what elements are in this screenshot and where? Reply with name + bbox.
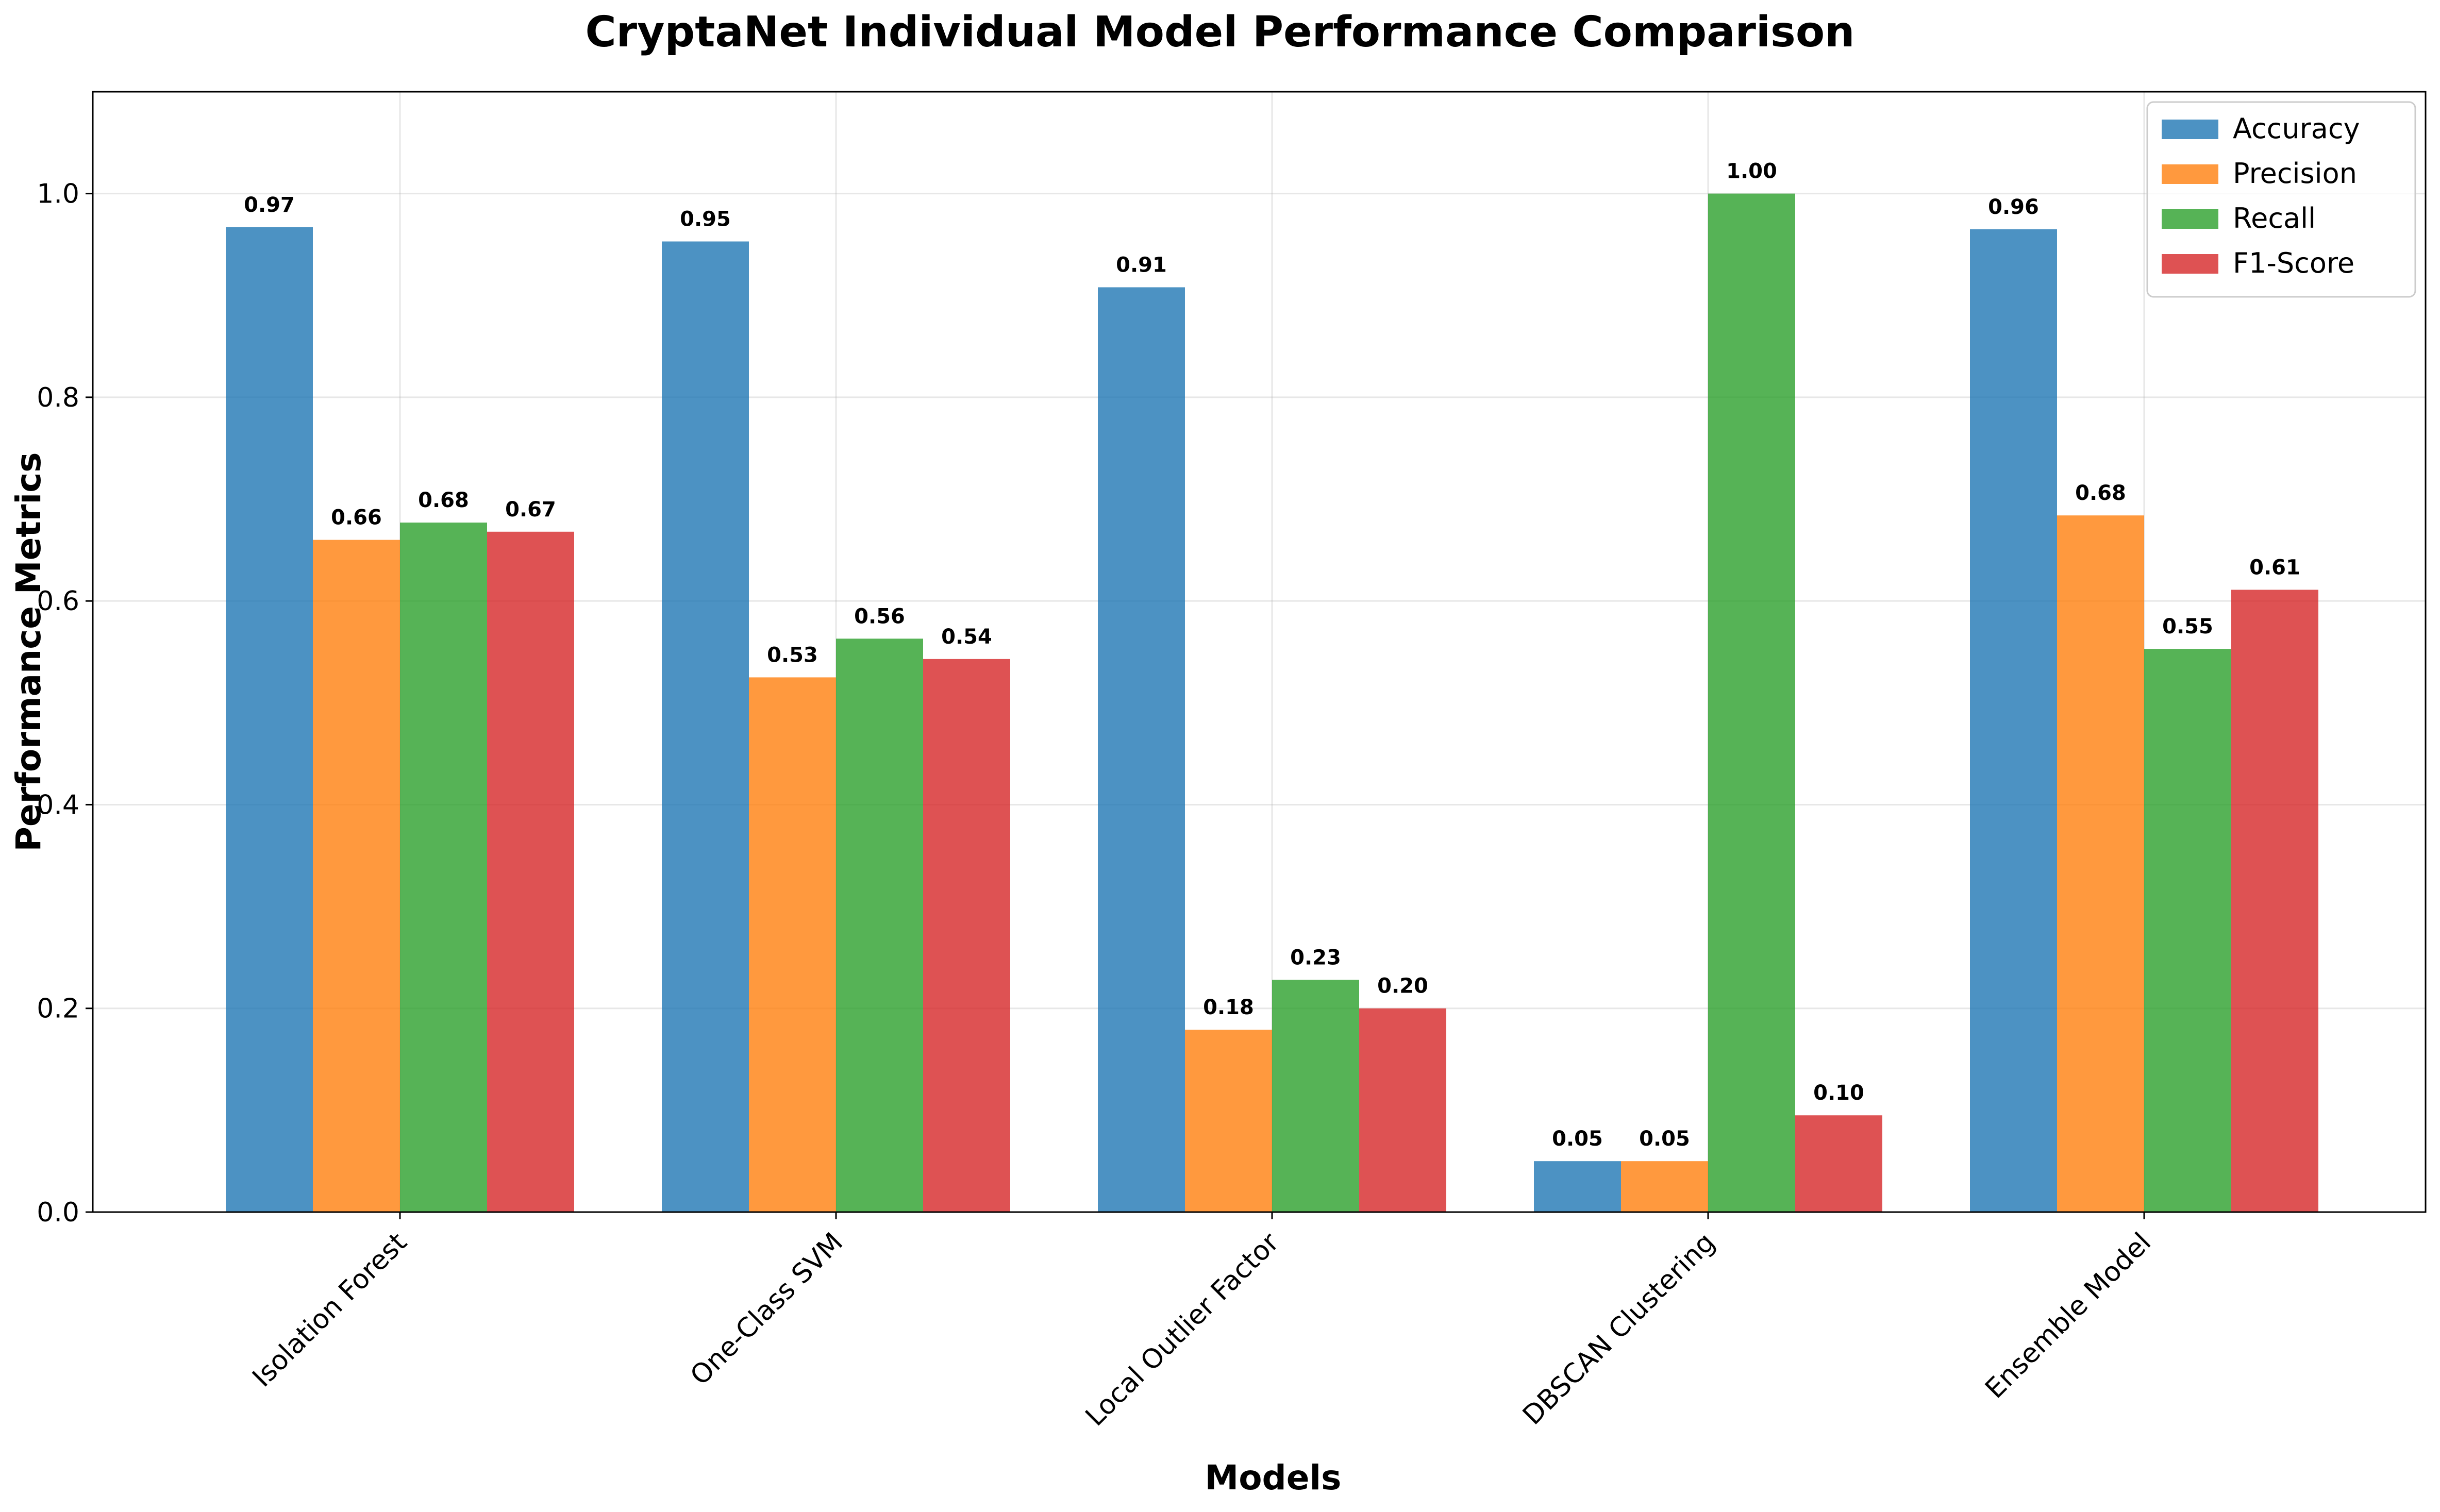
x-tick-label: Local Outlier Factor xyxy=(1080,1227,1285,1432)
bar-accuracy-4 xyxy=(1970,229,2057,1212)
bar-f1-score-1 xyxy=(923,659,1010,1212)
data-label: 0.96 xyxy=(1988,195,2039,219)
data-label: 0.56 xyxy=(854,604,905,628)
data-label: 1.00 xyxy=(1726,160,1777,183)
bar-accuracy-1 xyxy=(662,241,749,1213)
data-label: 0.97 xyxy=(244,193,295,217)
bar-f1-score-0 xyxy=(487,531,574,1212)
data-label: 0.10 xyxy=(1813,1081,1864,1105)
y-tick-label: 1.0 xyxy=(37,179,79,210)
data-label: 0.68 xyxy=(2075,481,2126,505)
data-label: 0.05 xyxy=(1639,1127,1690,1151)
bar-recall-0 xyxy=(400,523,487,1212)
data-label: 0.18 xyxy=(1203,996,1254,1019)
bar-accuracy-3 xyxy=(1534,1161,1621,1212)
legend-swatch xyxy=(2162,209,2218,229)
legend-swatch xyxy=(2162,254,2218,274)
y-axis-label: Performance Metrics xyxy=(9,452,48,851)
value-labels: 0.97 0.95 0.91 0.05 0.96 0.66 0.53 0.18 0.05 0.68… xyxy=(244,160,2300,1151)
legend-frame xyxy=(2146,101,2416,298)
x-axis-label: Models xyxy=(1205,1458,1342,1498)
data-label: 0.55 xyxy=(2162,615,2213,639)
data-label: 0.20 xyxy=(1377,975,1428,998)
data-label: 0.53 xyxy=(767,643,818,667)
x-tick-label: One-Class SVM xyxy=(684,1227,849,1391)
bars xyxy=(226,193,2318,1213)
data-label: 0.66 xyxy=(331,506,382,530)
y-tick-label: 0.4 xyxy=(37,789,79,820)
data-label: 0.95 xyxy=(680,208,731,231)
bar-accuracy-0 xyxy=(226,227,313,1213)
y-tick-label: 0.8 xyxy=(37,382,79,413)
bar-recall-4 xyxy=(2144,649,2231,1212)
legend-swatch xyxy=(2162,120,2218,139)
bar-f1-score-4 xyxy=(2231,590,2318,1212)
plot-frame xyxy=(92,91,2427,1213)
legend-label: F1-Score xyxy=(2233,247,2354,279)
data-label: 0.61 xyxy=(2249,556,2300,579)
data-label: 0.67 xyxy=(505,498,556,522)
bar-precision-4 xyxy=(2057,515,2144,1213)
data-label: 0.05 xyxy=(1552,1127,1603,1151)
bar-precision-0 xyxy=(313,540,400,1212)
x-tick-label: Ensemble Model xyxy=(1979,1227,2157,1405)
data-label: 0.91 xyxy=(1116,253,1167,277)
y-tick-label: 0.2 xyxy=(37,994,79,1024)
bar-recall-3 xyxy=(1708,193,1795,1212)
bar-f1-score-3 xyxy=(1795,1115,1882,1212)
bar-precision-2 xyxy=(1185,1030,1272,1212)
bar-recall-2 xyxy=(1272,980,1359,1212)
bar-f1-score-2 xyxy=(1359,1008,1446,1212)
bar-accuracy-2 xyxy=(1098,287,1185,1212)
data-label: 0.68 xyxy=(418,489,469,512)
legend-label: Accuracy xyxy=(2233,112,2360,145)
bar-precision-3 xyxy=(1621,1161,1708,1212)
bar-precision-1 xyxy=(749,677,836,1212)
legend: Accuracy Precision Recall F1-Score xyxy=(2146,101,2416,298)
x-axis-ticks: Isolation Forest One-Class SVM Local Outli… xyxy=(247,1212,2157,1432)
y-tick-label: 0.6 xyxy=(37,586,79,617)
data-label: 0.54 xyxy=(941,625,992,649)
legend-swatch xyxy=(2162,164,2218,184)
legend-label: Precision xyxy=(2233,157,2357,190)
legend-label: Recall xyxy=(2233,202,2316,234)
x-tick-label: Isolation Forest xyxy=(247,1227,413,1393)
y-tick-label: 0.0 xyxy=(37,1197,79,1228)
x-tick-label: DBSCAN Clustering xyxy=(1517,1227,1721,1431)
data-label: 0.23 xyxy=(1290,946,1341,969)
chart-title: CryptaNet Individual Model Performance C… xyxy=(585,8,1854,57)
bar-recall-1 xyxy=(836,639,923,1212)
y-axis-ticks: 0.0 0.2 0.4 0.6 0.8 1.0 xyxy=(37,179,93,1228)
